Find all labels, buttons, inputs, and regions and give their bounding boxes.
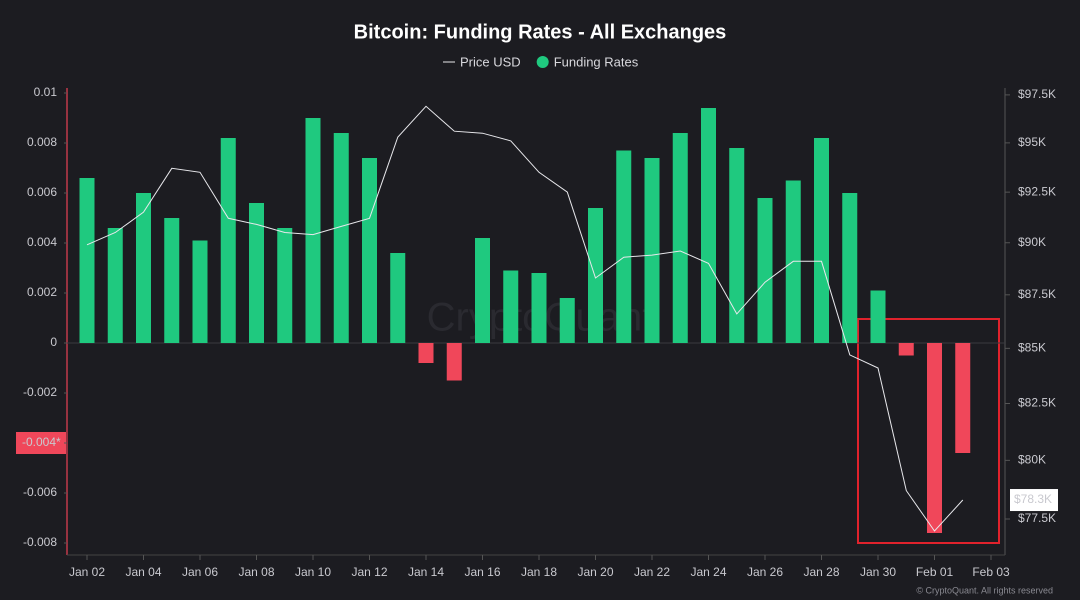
bar <box>333 133 349 343</box>
bar <box>362 158 377 343</box>
bar <box>927 343 942 533</box>
x-tick-label: Jan 04 <box>125 565 161 579</box>
bar <box>870 290 886 343</box>
y2-tick-label: $95K <box>1018 135 1046 149</box>
y-tick-label: 0.008 <box>27 135 57 149</box>
legend-label: Price USD <box>460 54 521 69</box>
x-tick-label: Jan 18 <box>521 565 557 579</box>
bar <box>616 150 632 343</box>
y-tick-label: -0.008 <box>23 535 57 549</box>
y2-tick-label: $82.5K <box>1018 396 1056 410</box>
bar <box>955 343 971 453</box>
bar <box>644 158 660 343</box>
y-tick-label: 0.004 <box>27 235 57 249</box>
bar <box>588 208 603 343</box>
y2-tick-label: $87.5K <box>1018 287 1056 301</box>
last-value-box <box>1010 489 1058 512</box>
bar <box>277 228 293 343</box>
y2-tick-label: $92.5K <box>1018 184 1056 198</box>
x-tick-label: Jan 14 <box>408 565 444 579</box>
bar <box>390 253 406 343</box>
highlight-box <box>857 318 1000 544</box>
x-tick-label: Jan 20 <box>577 565 613 579</box>
x-tick-label: Jan 02 <box>69 565 105 579</box>
x-tick-label: Jan 28 <box>803 565 839 579</box>
last-value-label: $78.3K <box>1014 492 1052 506</box>
x-tick-label: Jan 12 <box>351 565 387 579</box>
bar <box>898 343 914 356</box>
bar <box>503 270 519 343</box>
y-tick-label: 0.002 <box>27 285 57 299</box>
x-tick-label: Jan 26 <box>747 565 783 579</box>
y2-tick-label: $97.5K <box>1018 87 1056 101</box>
y2-tick-label: $77.5K <box>1018 511 1056 525</box>
bar <box>136 193 151 343</box>
y-tick-label: -0.002 <box>23 385 57 399</box>
bar <box>164 218 180 343</box>
x-tick-label: Jan 24 <box>690 565 726 579</box>
bar <box>672 133 688 343</box>
legend-label: Funding Rates <box>554 54 639 69</box>
y2-tick-label: $80K <box>1018 453 1046 467</box>
bar <box>814 138 829 343</box>
bar <box>107 228 123 343</box>
x-tick-label: Jan 22 <box>634 565 670 579</box>
x-tick-label: Feb 03 <box>972 565 1010 579</box>
x-tick-label: Feb 01 <box>916 565 954 579</box>
x-tick-label: Jan 06 <box>182 565 218 579</box>
x-tick-label: Jan 10 <box>295 565 331 579</box>
y-tick-label: -0.004* <box>22 435 61 449</box>
chart-title: Bitcoin: Funding Rates - All Exchanges <box>354 21 727 43</box>
bar <box>249 203 264 343</box>
footer: © CryptoQuant. All rights reserved <box>916 585 1053 595</box>
bar <box>531 273 547 343</box>
y2-tick-label: $85K <box>1018 341 1046 355</box>
bar <box>475 238 490 343</box>
bar <box>418 343 434 363</box>
y-tick-label: 0.006 <box>27 185 57 199</box>
y-tick-label: -0.006 <box>23 485 57 499</box>
x-tick-label: Jan 16 <box>464 565 500 579</box>
bar <box>305 118 321 343</box>
x-tick-label: Jan 08 <box>238 565 274 579</box>
bar <box>757 198 773 343</box>
bar <box>79 178 95 343</box>
y-tick-label: 0.01 <box>34 85 58 99</box>
legend-swatch <box>536 56 549 68</box>
bar <box>559 298 575 343</box>
bar <box>701 108 716 343</box>
y-tick-label: 0 <box>50 335 57 349</box>
bar <box>220 138 236 343</box>
x-tick-label: Jan 30 <box>860 565 896 579</box>
bar <box>842 193 858 343</box>
price-line <box>86 105 964 532</box>
tick-highlight <box>16 432 66 454</box>
y2-tick-label: $90K <box>1018 235 1046 249</box>
bar <box>446 343 462 381</box>
bar <box>729 148 745 343</box>
bar <box>192 240 208 343</box>
